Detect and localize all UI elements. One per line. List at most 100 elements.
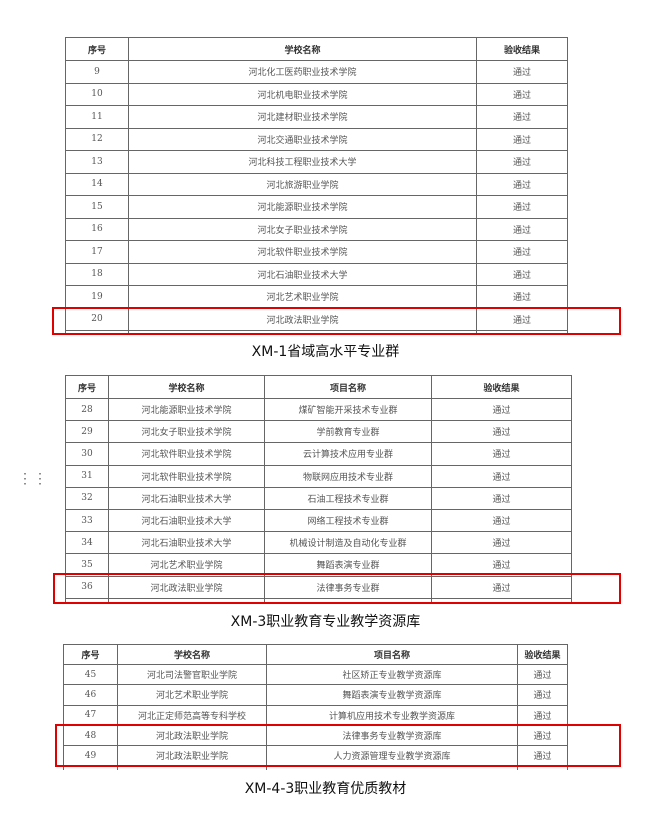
table-cell: 舞蹈表演专业教学资源库	[266, 684, 518, 706]
caption-xm1: XM-1省域高水平专业群	[251, 344, 400, 360]
column-header: 学校名称	[128, 37, 477, 61]
table-cell: 12	[65, 127, 129, 151]
table-cell: 通过	[476, 172, 568, 196]
highlight-box	[53, 573, 621, 604]
table-cell: 13	[65, 150, 129, 174]
table-cell: 河北艺术职业学院	[128, 285, 477, 309]
table-cell: 31	[65, 464, 109, 488]
table-cell: 33	[65, 508, 109, 533]
table-cell: 47	[63, 704, 118, 726]
table-cell: 计算机应用技术专业教学资源库	[266, 704, 518, 726]
table-row: 35 河北艺术职业学院 舞蹈表演专业群 通过	[65, 553, 572, 577]
table-cell: 10	[65, 82, 129, 106]
column-header: 序号	[63, 644, 118, 665]
header-row: 序号 学校名称 验收结果	[65, 37, 568, 61]
table-cell: 河北石油职业技术大学	[108, 508, 265, 533]
table-row: 33 河北石油职业技术大学 网络工程技术专业群 通过	[65, 508, 572, 533]
table-cell: 物联网应用技术专业群	[264, 464, 432, 488]
table-cell: 煤矿智能开采技术专业群	[264, 397, 432, 422]
column-header: 项目名称	[264, 375, 432, 399]
table-cell: 河北女子职业技术学院	[128, 217, 477, 241]
table-row: 48 河北政法职业学院 法律事务专业教学资源库 通过	[63, 724, 568, 747]
table-cell: 9	[65, 60, 129, 84]
table-cell: 河北软件职业技术学院	[108, 442, 265, 466]
table-cell: 社区矫正专业教学资源库	[266, 663, 518, 686]
table-cell: 通过	[517, 684, 568, 706]
column-header: 学校名称	[108, 375, 265, 399]
table-cell: 通过	[476, 217, 568, 241]
table-cell: 30	[65, 442, 109, 466]
table-cell: 河北软件职业技术学院	[108, 464, 265, 488]
table-row: 11 河北建材职业技术学院 通过	[65, 105, 568, 129]
table-row: 17 河北软件职业技术学院 通过	[65, 240, 568, 264]
table-cell: 16	[65, 217, 129, 241]
table-cell: 通过	[517, 663, 568, 686]
table-cell: 通过	[476, 262, 568, 286]
table-cell: 通过	[431, 442, 572, 466]
table-cell: 46	[63, 684, 118, 706]
table-row: 20 河北政法职业学院 通过	[65, 307, 568, 331]
table-cell: 15	[65, 195, 129, 219]
table-cell: 通过	[431, 464, 572, 488]
table-row: 18 河北石油职业技术大学 通过	[65, 262, 568, 286]
table-cell: 河北能源职业技术学院	[108, 397, 265, 422]
table-cell: 河北化工医药职业技术学院	[128, 60, 477, 84]
table-cell: 18	[65, 262, 129, 286]
table-cell: 通过	[431, 397, 572, 422]
table-cell: 河北石油职业技术大学	[128, 262, 477, 286]
table-cell: 河北旅游职业学院	[128, 172, 477, 196]
table-cell: 通过	[431, 420, 572, 444]
table-cell: 网络工程技术专业群	[264, 508, 432, 533]
table-cell: 云计算技术应用专业群	[264, 442, 432, 466]
table-row: 45 河北司法警官职业学院 社区矫正专业教学资源库 通过	[63, 663, 568, 686]
table-row: 28 河北能源职业技术学院 煤矿智能开采技术专业群 通过	[65, 397, 572, 422]
table-row: 19 河北艺术职业学院 通过	[65, 285, 568, 309]
partial-row	[65, 330, 568, 335]
table-cell: 通过	[476, 127, 568, 151]
table-cell: 11	[65, 105, 129, 129]
table-cell: 29	[65, 420, 109, 444]
table-row: 9 河北化工医药职业技术学院 通过	[65, 60, 568, 84]
highlight-box	[55, 724, 621, 767]
column-header: 验收结果	[517, 644, 568, 665]
table-row: 13 河北科技工程职业技术大学 通过	[65, 150, 568, 174]
table-cell: 河北女子职业技术学院	[108, 420, 265, 444]
table-cell: 河北科技工程职业技术大学	[128, 150, 477, 174]
table-row: 31 河北软件职业技术学院 物联网应用技术专业群 通过	[65, 464, 572, 488]
table-cell: 河北石油职业技术大学	[108, 486, 265, 510]
table-cell: 河北交通职业技术学院	[128, 127, 477, 151]
table-row: 16 河北女子职业技术学院 通过	[65, 217, 568, 241]
caption-xm4-3: XM-4-3职业教育优质教材	[244, 781, 407, 797]
table-cell: 通过	[476, 285, 568, 309]
table-row: 32 河北石油职业技术大学 石油工程技术专业群 通过	[65, 486, 572, 510]
table-cell: 河北艺术职业学院	[117, 684, 267, 706]
table-cell: 14	[65, 172, 129, 196]
partial-row	[65, 597, 572, 603]
table-cell: 通过	[431, 508, 572, 533]
table-row: 30 河北软件职业技术学院 云计算技术应用专业群 通过	[65, 442, 572, 466]
table-cell: 通过	[476, 240, 568, 264]
table-cell: 机械设计制造及自动化专业群	[264, 531, 432, 555]
table-cell: 通过	[476, 195, 568, 219]
table-cell: 河北建材职业技术学院	[128, 105, 477, 129]
table-row: 36 河北政法职业学院 法律事务专业群 通过	[65, 575, 572, 599]
table-cell: 通过	[431, 575, 572, 599]
table-xm1: 序号 学校名称 验收结果 9 河北化工医药职业技术学院 通过 10 河北机电职业技术学院 通过 1…	[65, 37, 568, 335]
table-cell: 36	[65, 575, 109, 599]
table-cell	[431, 597, 572, 603]
table-cell: 34	[65, 531, 109, 555]
header-row: 序号 学校名称 项目名称 验收结果	[63, 644, 568, 665]
header-row: 序号 学校名称 项目名称 验收结果	[65, 375, 572, 399]
table-cell: 河北软件职业技术学院	[128, 240, 477, 264]
table-row: 10 河北机电职业技术学院 通过	[65, 82, 568, 106]
table-row: 34 河北石油职业技术大学 机械设计制造及自动化专业群 通过	[65, 531, 572, 555]
drag-handle-icon[interactable]: ⋮⋮	[18, 471, 48, 487]
table-row: 12 河北交通职业技术学院 通过	[65, 127, 568, 151]
column-header: 序号	[65, 37, 129, 61]
caption-xm3: XM-3职业教育专业教学资源库	[230, 614, 421, 630]
table-row: 29 河北女子职业技术学院 学前教育专业群 通过	[65, 420, 572, 444]
table-cell: 通过	[431, 531, 572, 555]
table-cell: 通过	[476, 150, 568, 174]
table-cell: 45	[63, 663, 118, 686]
table-cell	[476, 330, 568, 335]
